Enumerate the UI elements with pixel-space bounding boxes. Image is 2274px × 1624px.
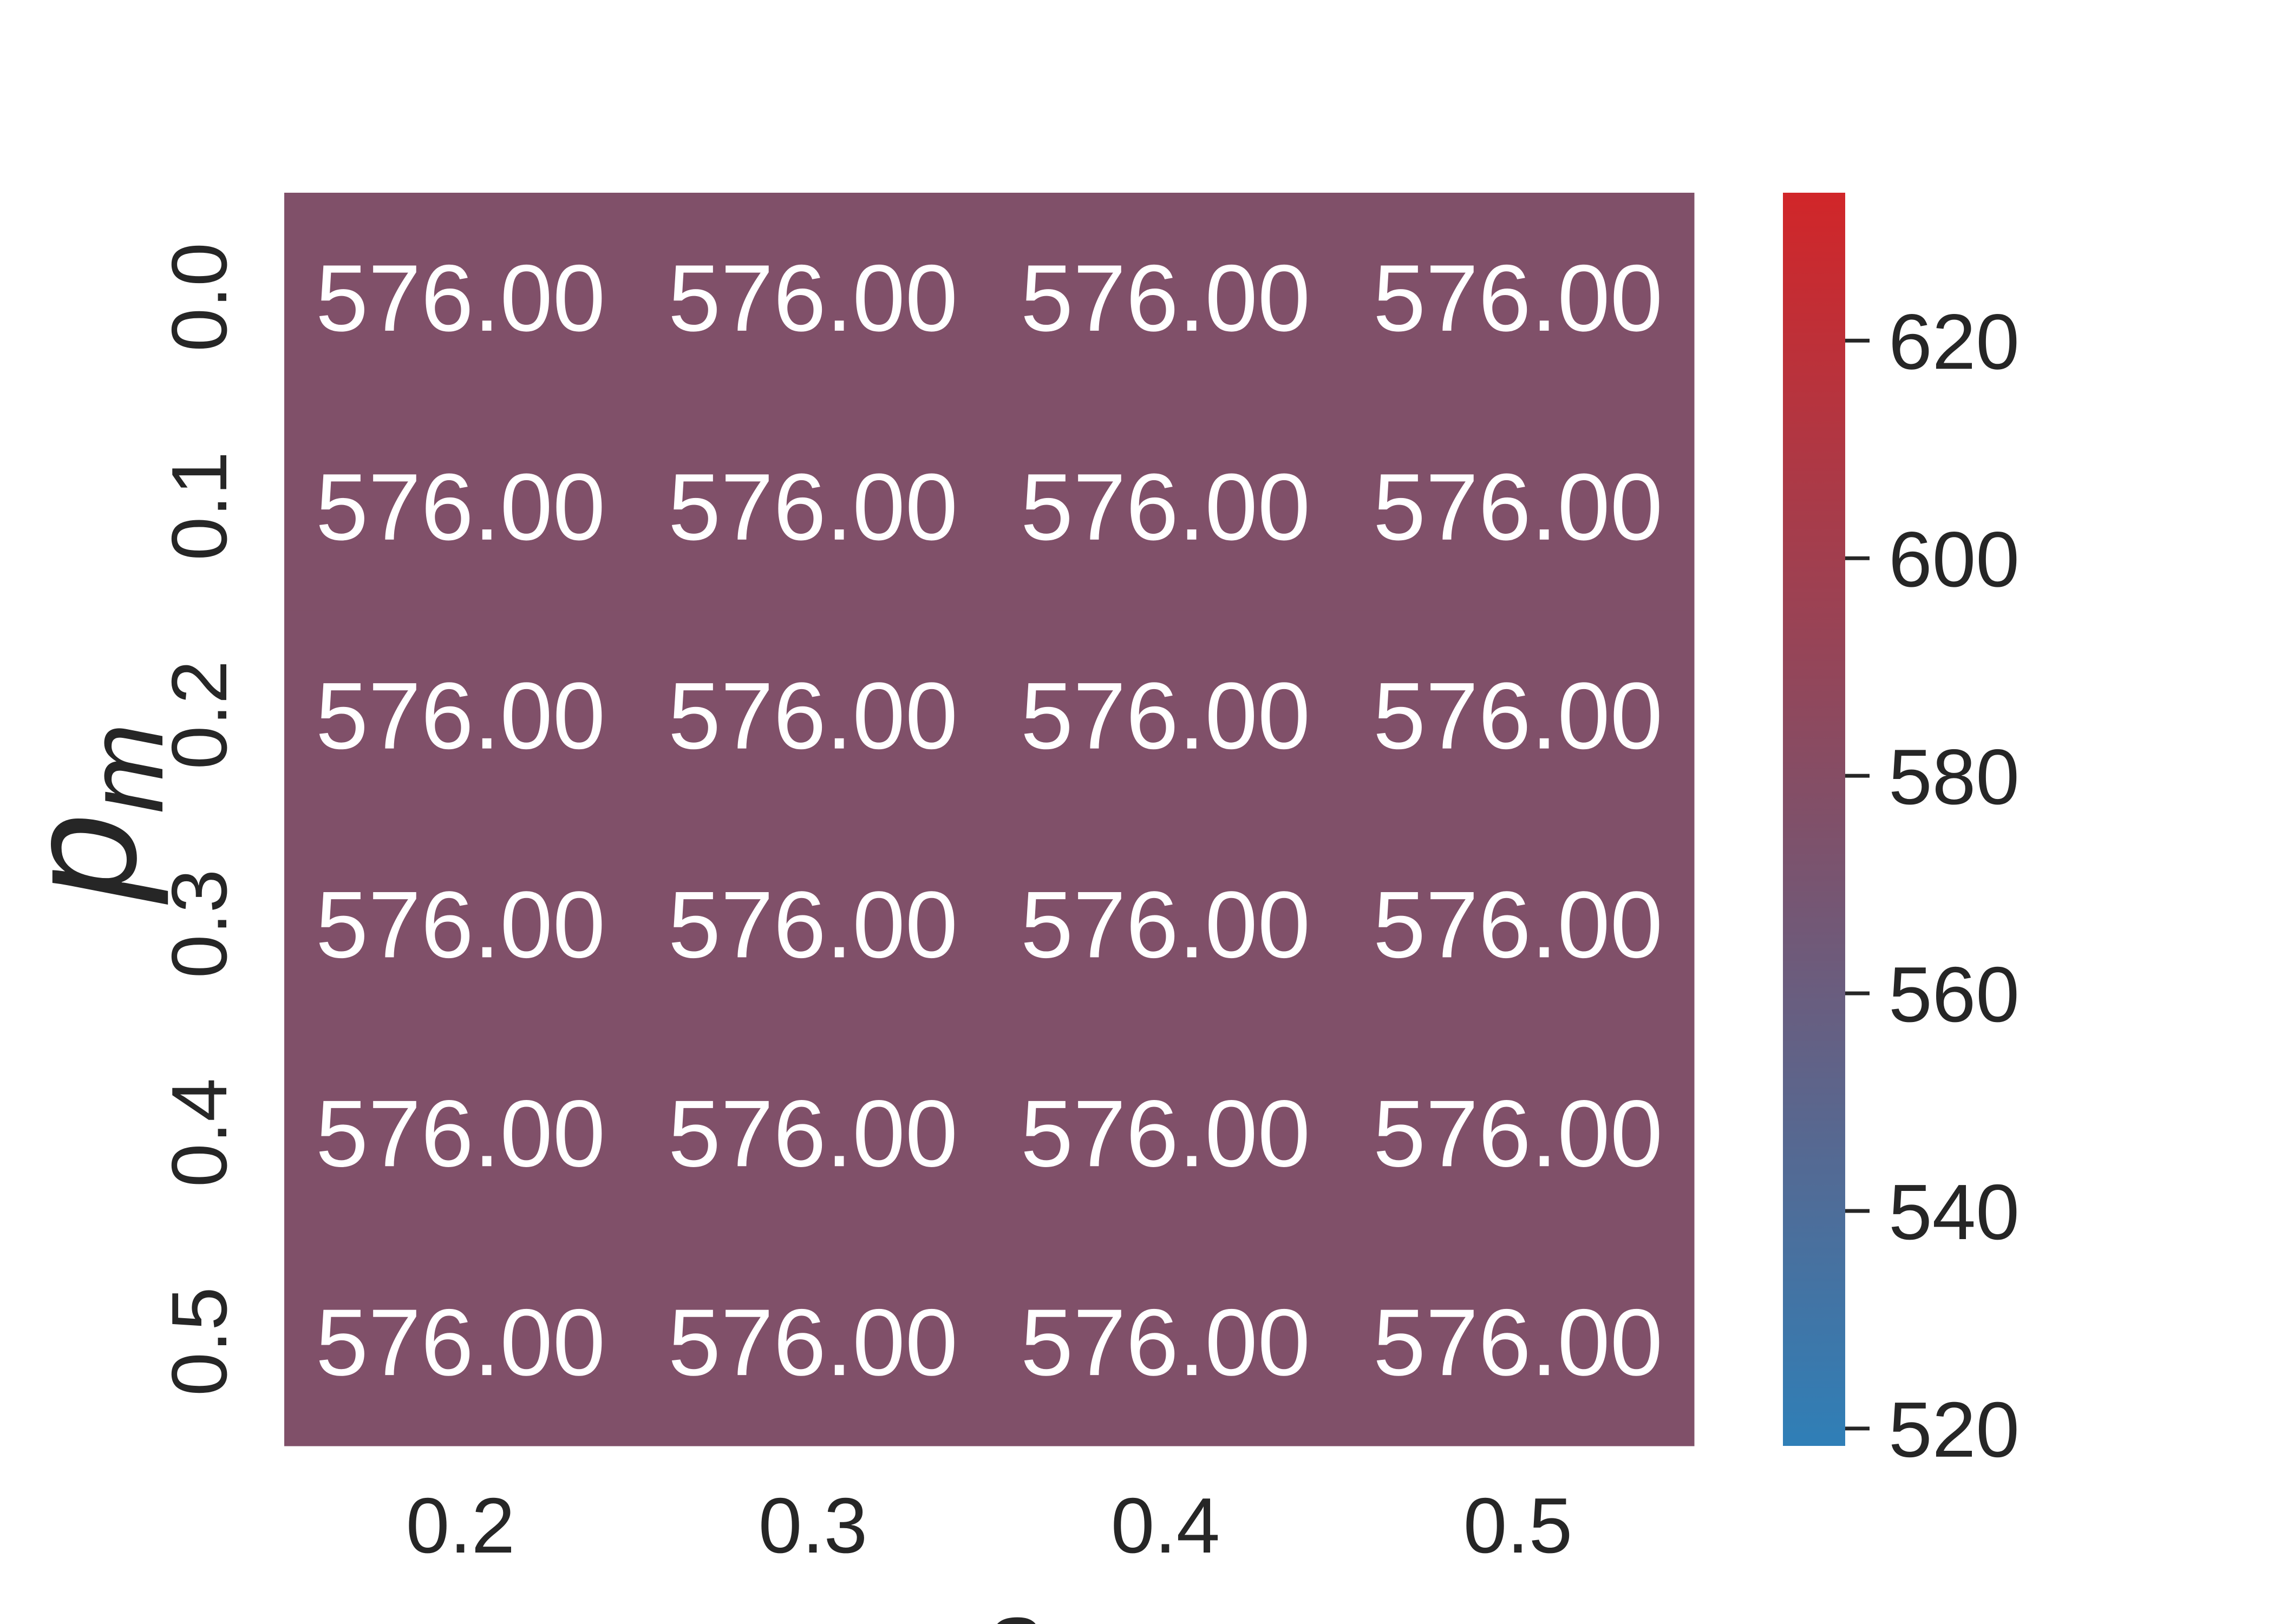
cell-label: 576.00	[316, 455, 605, 560]
heatmap-cell	[1342, 1028, 1695, 1237]
cell-label: 576.00	[668, 455, 958, 560]
cell-label: 576.00	[668, 1290, 958, 1396]
cell-label: 576.00	[1373, 1081, 1663, 1187]
colorbar-tick-label: 600	[1889, 515, 2020, 603]
heatmap-cell	[637, 401, 990, 611]
heatmap-cell	[637, 1028, 990, 1237]
heatmap-cell	[284, 1237, 637, 1446]
colorbar-tick-label: 560	[1889, 951, 2020, 1038]
heatmap-cell	[284, 193, 637, 402]
cell-label: 576.00	[316, 664, 605, 769]
x-tick-label: 0.4	[1111, 1482, 1220, 1569]
y-axis-label-main: p	[0, 814, 169, 906]
cell-label: 576.00	[1373, 455, 1663, 560]
cell-label: 576.00	[668, 664, 958, 769]
y-axis-label: pm	[0, 723, 186, 906]
heatmap-cell	[1342, 610, 1695, 820]
heatmap-cell	[989, 1028, 1342, 1237]
heatmap-cell	[637, 819, 990, 1029]
y-tick-label: 0.0	[155, 243, 243, 352]
cell-label: 576.00	[316, 246, 605, 351]
cell-label: 576.00	[668, 246, 958, 351]
y-tick-label: 0.2	[155, 660, 243, 770]
heatmap-cell	[284, 401, 637, 611]
heatmap-cell	[1342, 819, 1695, 1029]
y-tick-label: 0.1	[155, 451, 243, 561]
x-tick-label: 0.3	[759, 1482, 868, 1569]
colorbar-tick-label: 520	[1889, 1386, 2020, 1474]
heatmap-cell	[284, 1028, 637, 1237]
x-tick-label: 0.2	[406, 1482, 515, 1569]
cell-label: 576.00	[1373, 664, 1663, 769]
y-tick-label: 0.5	[155, 1287, 243, 1396]
cell-label: 576.00	[668, 1081, 958, 1187]
heatmap-cell	[989, 193, 1342, 402]
heatmap-cell	[989, 401, 1342, 611]
heatmap-cell	[1342, 193, 1695, 402]
y-tick-label: 0.4	[155, 1078, 243, 1187]
y-tick-label: 0.3	[155, 869, 243, 979]
cell-label: 576.00	[1373, 872, 1663, 978]
cell-label: 576.00	[668, 872, 958, 978]
heatmap-cell	[989, 610, 1342, 820]
x-tick-label: 0.5	[1463, 1482, 1573, 1569]
cell-label: 576.00	[1021, 1290, 1310, 1396]
cell-label: 576.00	[1373, 1290, 1663, 1396]
cell-label: 576.00	[1021, 872, 1310, 978]
cell-label: 576.00	[316, 872, 605, 978]
colorbar-tick-label: 540	[1889, 1168, 2020, 1256]
colorbar-tick-label: 580	[1889, 733, 2020, 821]
cell-label: 576.00	[1021, 664, 1310, 769]
cell-label: 576.00	[1021, 246, 1310, 351]
y-axis-label-subscript: m	[65, 723, 186, 814]
heatmap-cell	[1342, 1237, 1695, 1446]
x-axis-label: s	[986, 1578, 1041, 1624]
cell-label: 576.00	[1373, 246, 1663, 351]
cell-label: 576.00	[1021, 1081, 1310, 1187]
heatmap-cell	[284, 610, 637, 820]
colorbar-tick-label: 620	[1889, 298, 2020, 385]
heatmap-cell	[989, 819, 1342, 1029]
heatmap-cell	[284, 819, 637, 1029]
cell-label: 576.00	[1021, 455, 1310, 560]
heatmap-cell	[1342, 401, 1695, 611]
colorbar	[1783, 193, 1845, 1446]
cell-label: 576.00	[316, 1290, 605, 1396]
heatmap-cell	[637, 610, 990, 820]
cell-label: 576.00	[316, 1081, 605, 1187]
heatmap-cell	[637, 1237, 990, 1446]
heatmap-cell	[989, 1237, 1342, 1446]
heatmap-cell	[637, 193, 990, 402]
